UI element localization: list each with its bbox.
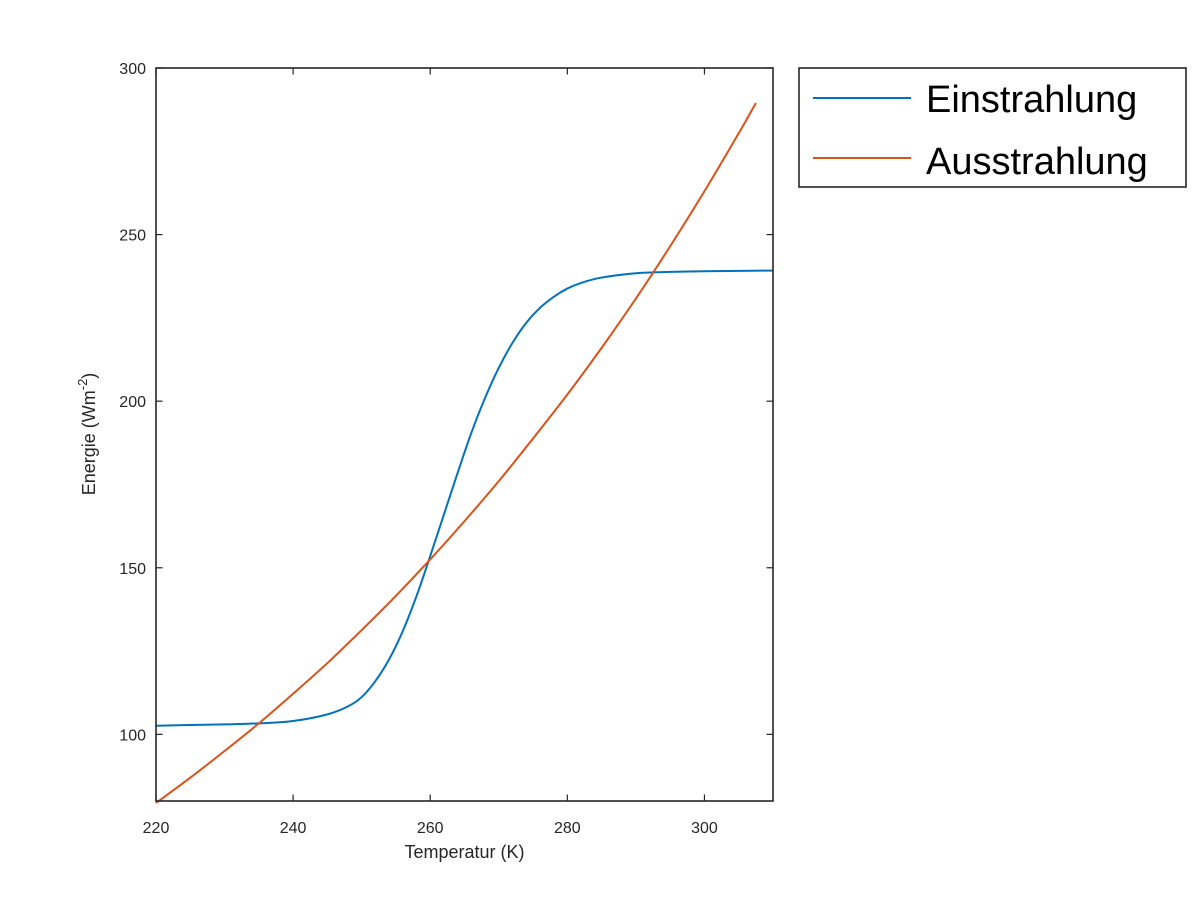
plot-background — [156, 68, 773, 801]
plot-frame — [155, 67, 774, 802]
y-tick-label: 200 — [119, 394, 146, 411]
y-axis-label-base: Energie (Wm — [79, 390, 99, 495]
y-tick-label: 150 — [119, 561, 146, 578]
legend: Einstrahlung Ausstrahlung — [798, 67, 1187, 188]
x-tick-label: 220 — [143, 820, 170, 837]
series-line-ausstrahlung — [155, 102, 757, 804]
y-axis-label: Energie (Wm-2) — [75, 373, 99, 496]
legend-box — [798, 67, 1187, 188]
x-axis-label: Temperatur (K) — [404, 842, 524, 862]
x-tick-label: 240 — [280, 820, 307, 837]
x-tick-label: 300 — [691, 820, 718, 837]
y-tick-label: 300 — [119, 61, 146, 78]
y-tick-label: 100 — [119, 727, 146, 744]
tick-labels: 220 240 260 280 300 100 150 200 250 300 — [119, 61, 718, 837]
series-line-einstrahlung — [155, 269, 774, 727]
x-tick-label: 260 — [417, 820, 444, 837]
x-tick-label: 280 — [554, 820, 581, 837]
y-axis-label-exponent: -2 — [75, 379, 90, 391]
legend-label-ausstrahlung: Ausstrahlung — [926, 141, 1148, 183]
y-tick-label: 250 — [119, 228, 146, 245]
y-axis-label-close: ) — [79, 373, 99, 379]
series-lines — [155, 102, 774, 804]
legend-label-einstrahlung: Einstrahlung — [926, 79, 1137, 121]
